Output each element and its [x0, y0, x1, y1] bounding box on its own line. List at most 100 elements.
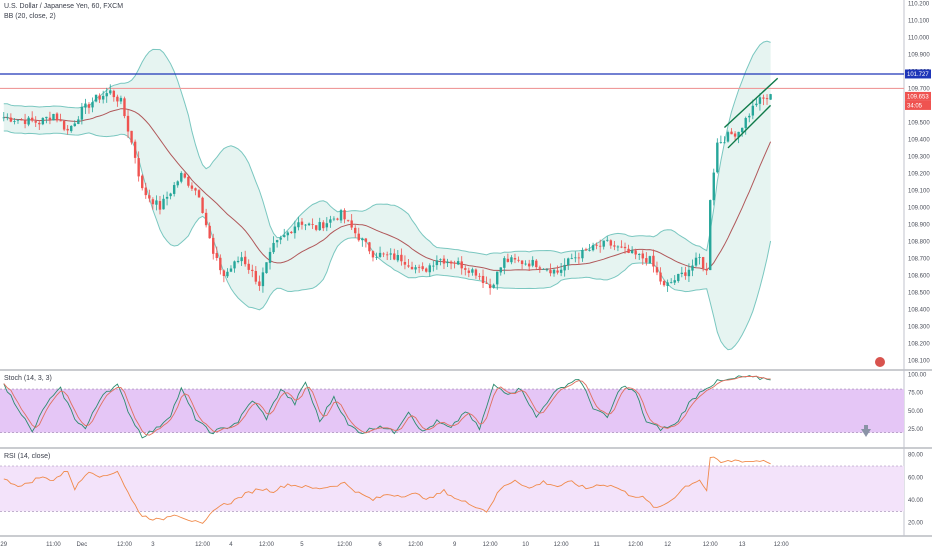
- candle-body: [446, 261, 449, 264]
- candle-body: [467, 270, 471, 273]
- candle-body: [208, 225, 211, 239]
- candle-body: [165, 196, 169, 199]
- candle-body: [80, 106, 84, 120]
- candle-body: [616, 246, 620, 248]
- price-tag-label: 101.727: [907, 72, 929, 78]
- bb-basis-line: [3, 108, 772, 272]
- candle-body: [471, 269, 474, 273]
- candle-body: [158, 201, 162, 210]
- time-tick-label: 12:00: [337, 542, 353, 548]
- candle-body: [201, 197, 204, 214]
- candle-body: [52, 113, 55, 121]
- candle-body: [197, 190, 201, 198]
- candle-body: [499, 267, 502, 273]
- candle-body: [638, 253, 641, 255]
- candle-body: [517, 259, 520, 261]
- candle-body: [144, 187, 147, 196]
- candle-body: [119, 97, 123, 102]
- rsi-indicator-label: RSI (14, close): [4, 453, 51, 460]
- candle-body: [162, 198, 165, 210]
- arrow-down-icon: [861, 425, 871, 437]
- candle-body: [620, 246, 623, 248]
- price-tick-label: 109.400: [908, 137, 930, 143]
- candle-body: [449, 261, 453, 264]
- candle-body: [261, 272, 265, 287]
- candle-body: [215, 253, 218, 259]
- candle-body: [439, 259, 442, 261]
- candle-body: [730, 131, 733, 135]
- candle-body: [101, 95, 105, 100]
- candle-body: [595, 244, 598, 246]
- candle-body: [368, 242, 371, 252]
- candle-body: [606, 239, 609, 241]
- candle-body: [77, 119, 80, 124]
- candle-body: [247, 263, 250, 270]
- candle-body: [538, 267, 542, 269]
- candle-body: [485, 282, 488, 284]
- candle-body: [300, 221, 304, 225]
- bb-fill: [3, 41, 771, 350]
- candle-body: [503, 258, 506, 268]
- rsi-band: [0, 466, 904, 512]
- time-tick-label: 12:00: [774, 542, 790, 548]
- candle-body: [740, 127, 744, 133]
- candle-body: [219, 257, 222, 271]
- candle-body: [133, 141, 137, 158]
- candle-body: [709, 200, 712, 271]
- candle-body: [222, 270, 226, 276]
- candle-body: [417, 266, 421, 268]
- candle-body: [236, 260, 240, 263]
- time-tick-label: 11: [594, 542, 601, 548]
- candle-body: [396, 255, 400, 261]
- candle-body: [243, 256, 247, 265]
- price-tick-label: 108.400: [908, 307, 930, 313]
- candle-body: [385, 254, 389, 256]
- candle-body: [584, 249, 588, 251]
- candle-body: [45, 116, 48, 119]
- price-tick-label: 110.100: [908, 18, 930, 24]
- candle-body: [694, 257, 698, 266]
- time-tick-label: 9: [453, 542, 457, 548]
- candle-body: [581, 249, 584, 259]
- candle-body: [609, 240, 613, 246]
- candle-body: [410, 266, 414, 270]
- candle-body: [588, 249, 591, 251]
- candle-body: [577, 257, 581, 259]
- candle-body: [41, 117, 45, 125]
- candle-body: [598, 245, 602, 247]
- candle-body: [314, 225, 318, 230]
- candle-body: [336, 218, 339, 220]
- time-tick-label: 10: [522, 542, 529, 548]
- candle-body: [630, 250, 634, 253]
- candle-body: [570, 258, 573, 260]
- candle-body: [361, 238, 364, 241]
- price-tick-label: 109.200: [908, 171, 930, 177]
- rsi-tick-label: 80.00: [908, 453, 924, 459]
- trend-line: [727, 104, 772, 149]
- candle-body: [283, 235, 286, 237]
- candle-body: [66, 128, 69, 131]
- candle-body: [428, 265, 431, 273]
- time-tick-label: 12:00: [117, 542, 133, 548]
- candle-body: [123, 98, 126, 117]
- candle-body: [488, 284, 492, 289]
- candle-body: [70, 125, 73, 132]
- candle-body: [755, 103, 758, 106]
- candle-body: [48, 117, 52, 120]
- stoch-band: [0, 389, 904, 433]
- candle-body: [9, 117, 13, 122]
- stoch-tick-label: 100.00: [908, 373, 927, 379]
- candle-body: [705, 269, 708, 271]
- price-tick-label: 109.100: [908, 188, 930, 194]
- candle-body: [652, 255, 655, 267]
- bb-upper-line: [3, 40, 771, 256]
- candle-body: [91, 102, 94, 108]
- candle-body: [723, 142, 726, 144]
- candle-body: [112, 90, 116, 98]
- candle-body: [726, 132, 730, 142]
- price-tick-label: 108.500: [908, 290, 930, 296]
- candle-body: [712, 172, 715, 201]
- price-tag-label: 109.653: [907, 94, 929, 100]
